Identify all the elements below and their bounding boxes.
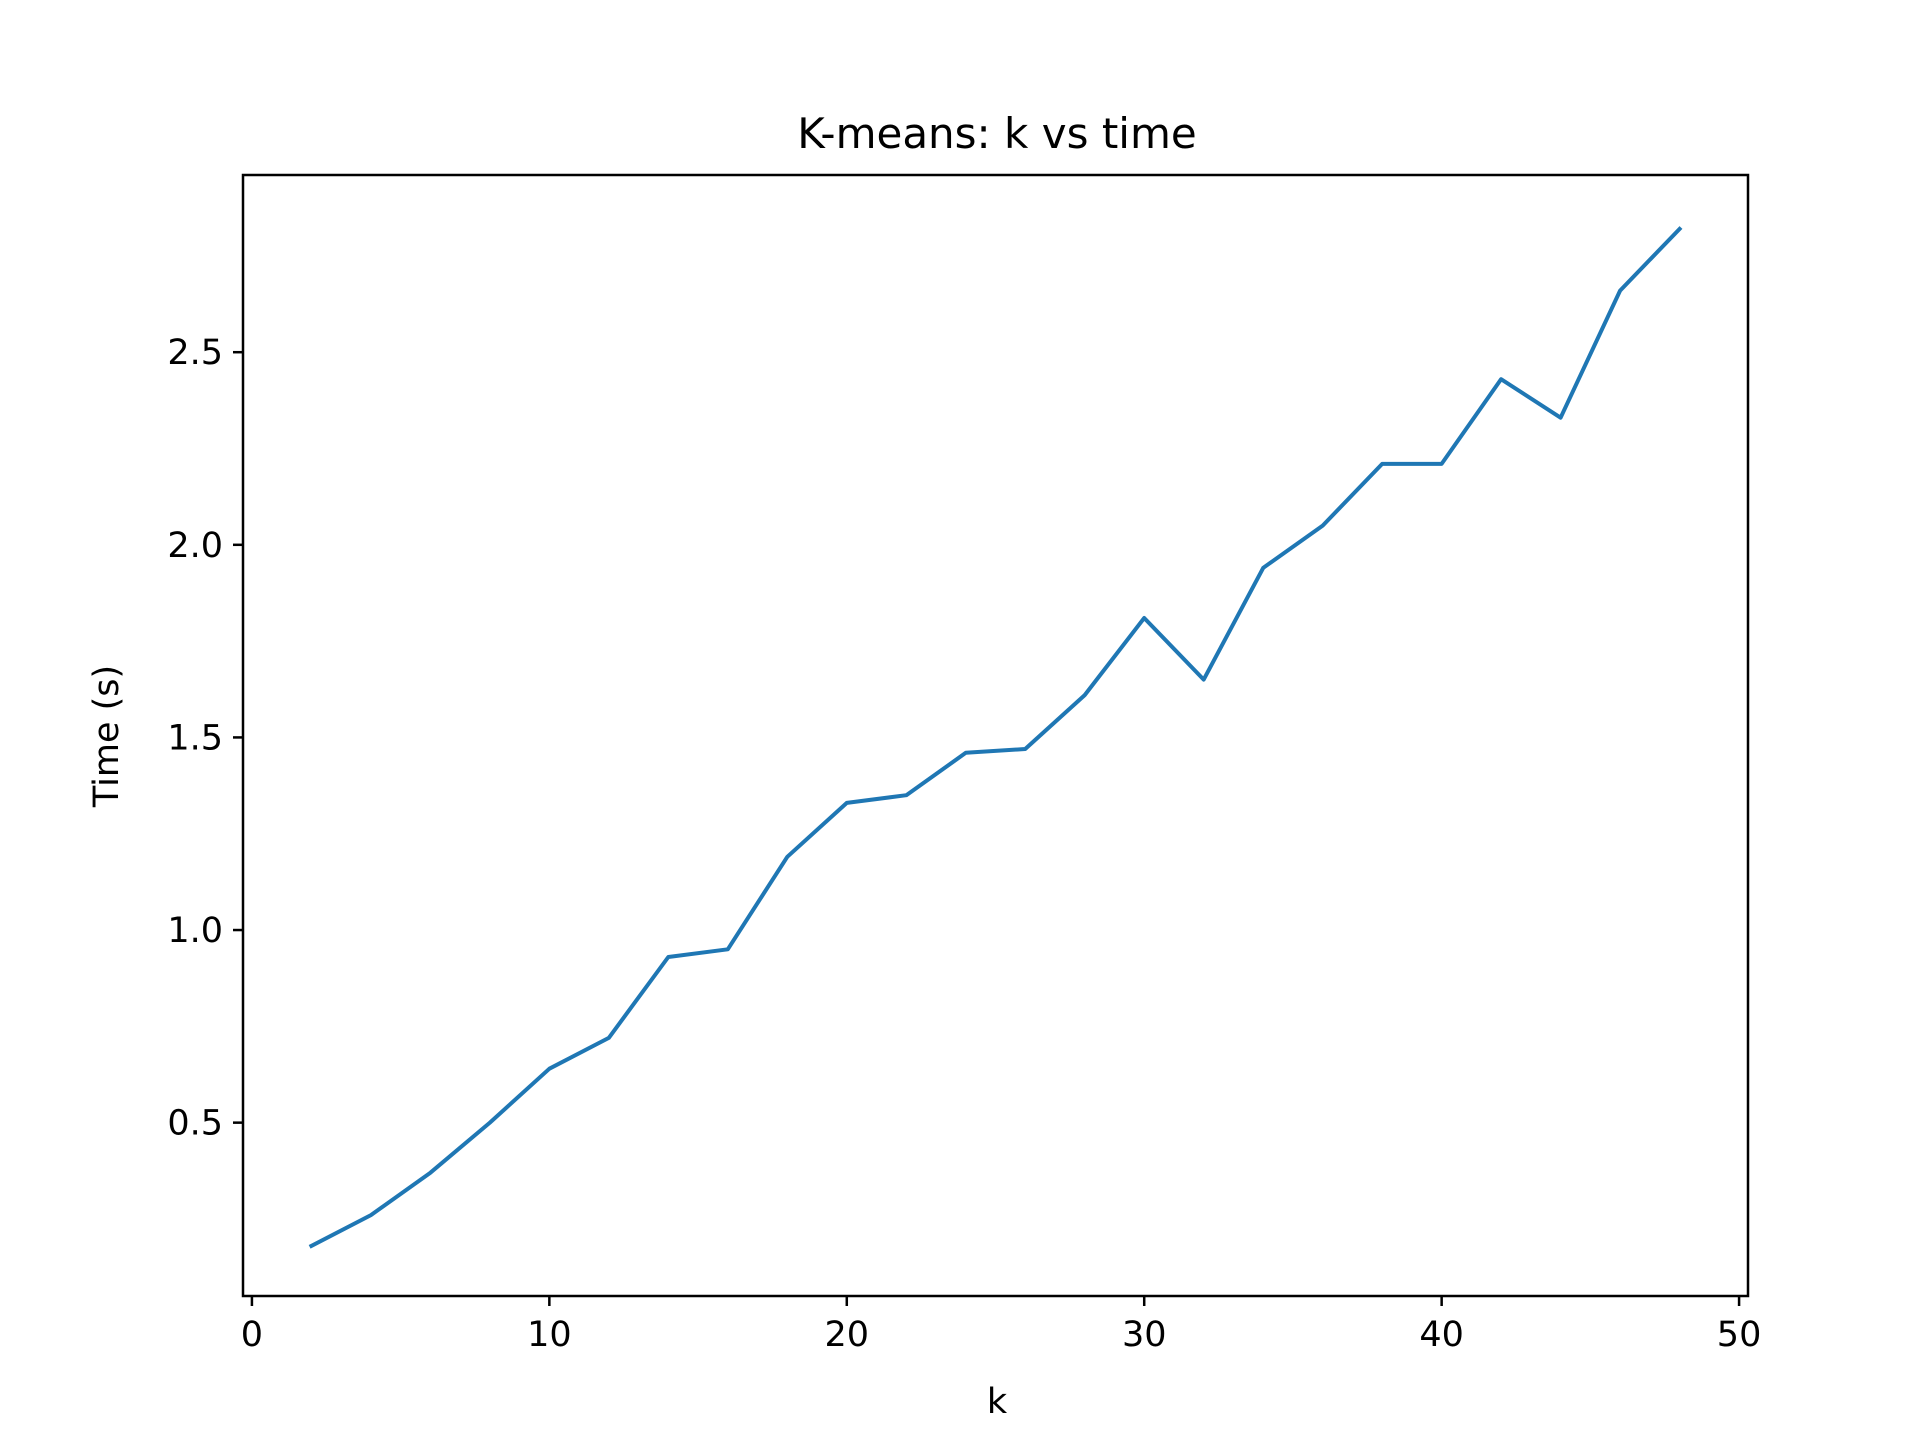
x-axis: 0 10 20 30 40 50 bbox=[241, 1296, 1762, 1355]
data-point bbox=[1618, 289, 1622, 293]
y-tick-label: 1.5 bbox=[167, 718, 223, 758]
data-point bbox=[1678, 227, 1682, 231]
y-axis-label: Time (s) bbox=[87, 665, 127, 808]
x-tick-label: 50 bbox=[1717, 1315, 1762, 1355]
data-point bbox=[1023, 747, 1027, 751]
data-point bbox=[607, 1036, 611, 1040]
data-point bbox=[1559, 416, 1563, 420]
data-point bbox=[904, 793, 908, 797]
x-axis-label: k bbox=[987, 1382, 1008, 1422]
x-tick-label: 0 bbox=[241, 1315, 263, 1355]
data-point bbox=[1321, 524, 1325, 528]
data-point bbox=[369, 1213, 373, 1217]
data-point bbox=[547, 1067, 551, 1071]
x-tick-label: 20 bbox=[825, 1315, 870, 1355]
series-line bbox=[308, 226, 1683, 1249]
y-tick-label: 2.5 bbox=[167, 333, 223, 373]
y-tick-label: 0.5 bbox=[167, 1104, 223, 1144]
data-point bbox=[1499, 377, 1503, 381]
data-point bbox=[1202, 678, 1206, 682]
data-point bbox=[666, 955, 670, 959]
data-point bbox=[785, 855, 789, 859]
data-point bbox=[1380, 462, 1384, 466]
data-point bbox=[964, 751, 968, 755]
data-point bbox=[428, 1171, 432, 1175]
y-tick-label: 1.0 bbox=[167, 911, 223, 951]
data-point bbox=[1440, 462, 1444, 466]
x-tick-label: 30 bbox=[1122, 1315, 1167, 1355]
data-point bbox=[726, 947, 730, 951]
data-point bbox=[1083, 693, 1087, 697]
data-point bbox=[309, 1244, 313, 1248]
y-axis: 0.5 1.0 1.5 2.0 2.5 bbox=[167, 333, 243, 1144]
axes-frame bbox=[241, 173, 1750, 1298]
data-point bbox=[1142, 616, 1146, 620]
data-point bbox=[1261, 566, 1265, 570]
chart-title: K-means: k vs time bbox=[797, 109, 1196, 158]
x-tick-label: 10 bbox=[527, 1315, 572, 1355]
data-point bbox=[845, 801, 849, 805]
y-tick-label: 2.0 bbox=[167, 526, 223, 566]
data-point bbox=[488, 1121, 492, 1125]
x-tick-label: 40 bbox=[1419, 1315, 1464, 1355]
series-layer bbox=[308, 226, 1683, 1249]
